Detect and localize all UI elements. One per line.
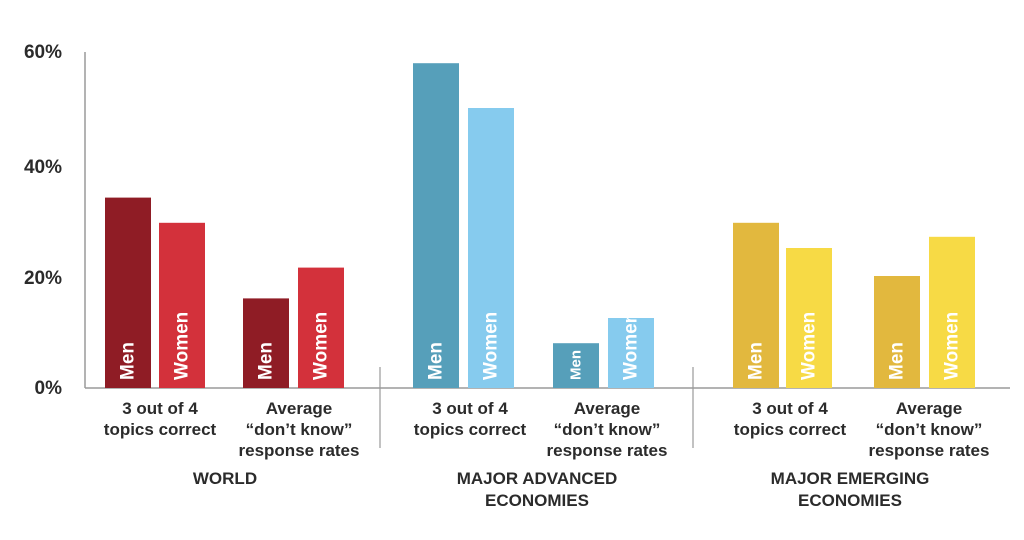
- bar-women: [786, 248, 832, 388]
- bar-label-women: Women: [621, 312, 642, 380]
- bar-label-men: Men: [256, 342, 277, 380]
- category-label: topics correct: [734, 420, 847, 439]
- category-label: response rates: [869, 441, 990, 460]
- category-label: Average: [574, 399, 640, 418]
- category-label: “don’t know”: [554, 420, 661, 439]
- category-label: topics correct: [414, 420, 527, 439]
- category-label: 3 out of 4: [432, 399, 508, 418]
- bar-label-men: Men: [118, 342, 139, 380]
- group-label: MAJOR EMERGING: [771, 469, 930, 488]
- bar-label-men: Men: [887, 342, 908, 380]
- group-label: WORLD: [193, 469, 257, 488]
- category-label: response rates: [239, 441, 360, 460]
- bar-men: [733, 222, 779, 388]
- category-label: Average: [266, 399, 332, 418]
- bar-men: [243, 298, 289, 388]
- bar-women: [608, 318, 654, 388]
- bar-label-women: Women: [481, 312, 502, 380]
- bar-label-women: Women: [942, 312, 963, 380]
- bar-men: [553, 343, 599, 388]
- category-label: “don’t know”: [876, 420, 983, 439]
- y-tick-label: 60%: [24, 42, 62, 63]
- y-tick-label: 0%: [35, 378, 63, 399]
- y-tick-label: 40%: [24, 157, 62, 178]
- category-label: Average: [896, 399, 962, 418]
- bar-label-women: Women: [799, 312, 820, 380]
- y-tick-label: 20%: [24, 268, 62, 289]
- bar-men: [105, 197, 151, 388]
- category-label: “don’t know”: [246, 420, 353, 439]
- bar-label-women: Women: [311, 312, 332, 380]
- group-label: MAJOR ADVANCED: [457, 469, 618, 488]
- bar-women: [929, 236, 975, 388]
- category-label: response rates: [547, 441, 668, 460]
- category-label: topics correct: [104, 420, 217, 439]
- group-label: ECONOMIES: [485, 491, 589, 510]
- category-label: 3 out of 4: [752, 399, 828, 418]
- group-label: ECONOMIES: [798, 491, 902, 510]
- bar-label-men: Men: [568, 350, 585, 380]
- bar-women: [468, 108, 514, 388]
- bar-label-men: Men: [746, 342, 767, 380]
- bar-label-women: Women: [172, 312, 193, 380]
- bar-women: [298, 267, 344, 388]
- bar-men: [413, 63, 459, 388]
- bar-women: [159, 222, 205, 388]
- bar-label-men: Men: [426, 342, 447, 380]
- bar-men: [874, 276, 920, 388]
- category-label: 3 out of 4: [122, 399, 198, 418]
